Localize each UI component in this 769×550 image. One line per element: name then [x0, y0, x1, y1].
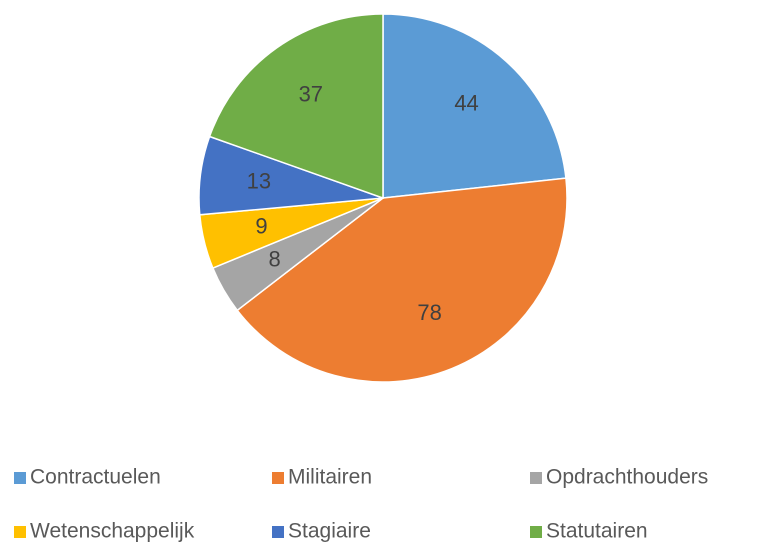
data-label: 78: [417, 300, 441, 325]
legend-marker: [530, 526, 542, 538]
pie-slice: [208, 13, 384, 200]
legend-label: Wetenschappelijk: [30, 520, 195, 543]
data-label: 8: [269, 246, 281, 271]
pie-slice: [382, 13, 567, 199]
data-label: 13: [247, 168, 271, 193]
legend-marker: [530, 472, 542, 484]
pie-slice: [236, 177, 568, 383]
legend-label: Contractuelen: [30, 466, 161, 489]
data-label: 44: [454, 91, 478, 116]
legend-marker: [272, 472, 284, 484]
legend-marker: [272, 526, 284, 538]
legend-label: Opdrachthouders: [546, 466, 708, 489]
data-label: 37: [299, 82, 323, 107]
legend-label: Statutairen: [546, 520, 648, 543]
legend-marker: [14, 472, 26, 484]
legend-label: Stagiaire: [288, 520, 371, 543]
data-label: 9: [255, 214, 267, 239]
legend-marker: [14, 526, 26, 538]
legend-label: Militairen: [288, 466, 372, 489]
